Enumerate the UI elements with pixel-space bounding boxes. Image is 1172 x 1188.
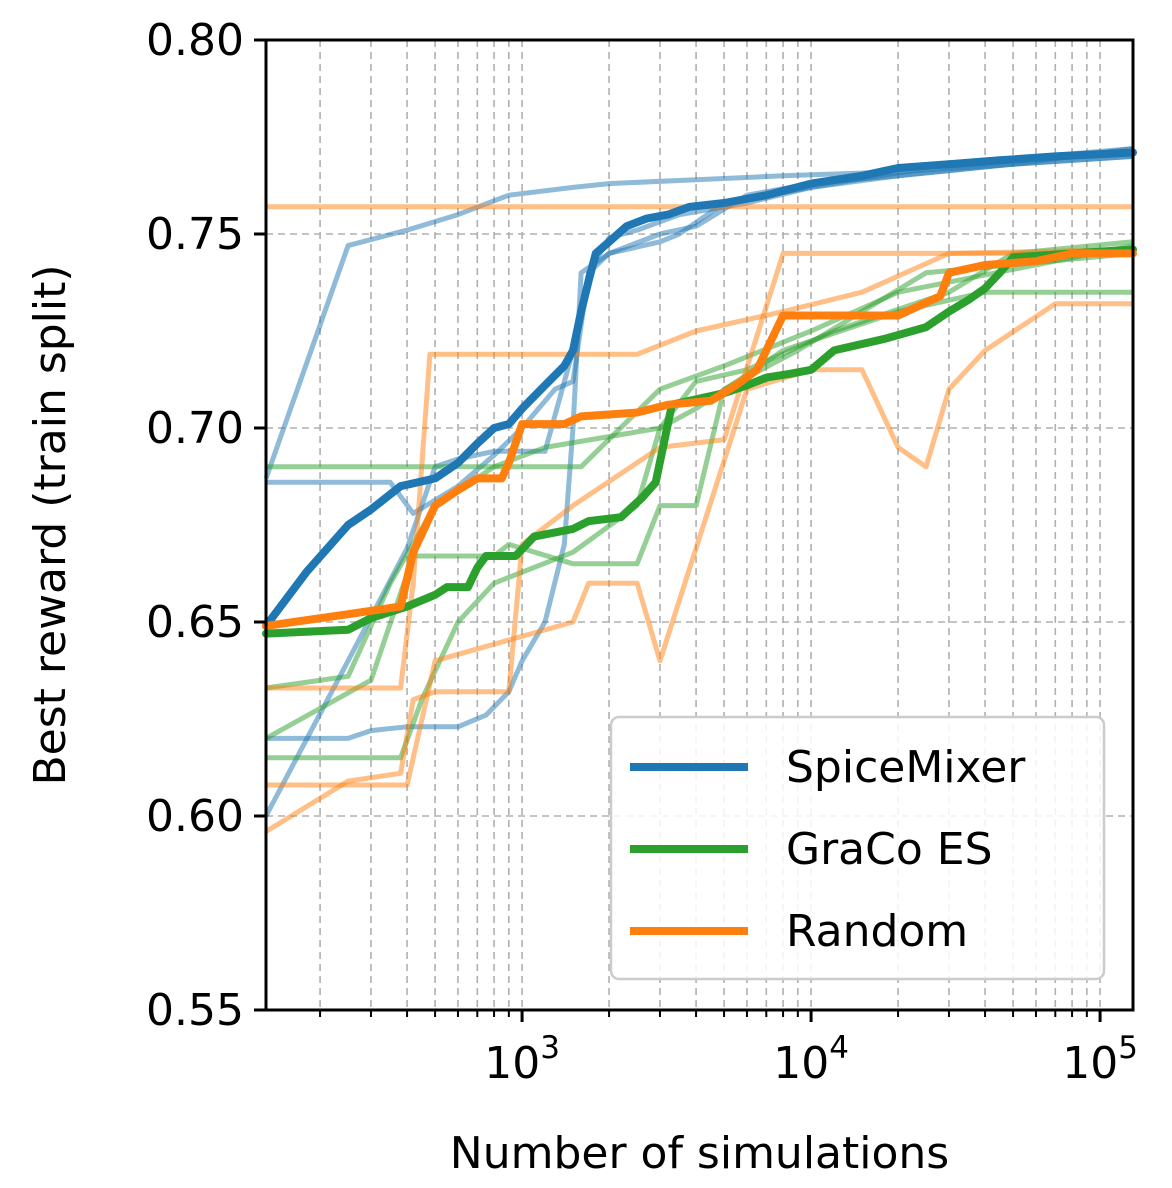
- spicemixer-mean-line: [262, 148, 1137, 630]
- y-axis-title: Best reward (train split): [25, 264, 76, 785]
- x-tick-labels: 103 104 105: [484, 1030, 1138, 1089]
- legend-box: [609, 715, 1106, 981]
- x-tick-label: 104: [773, 1030, 849, 1089]
- x-tick-label: 103: [484, 1030, 560, 1089]
- legend-label-graco-es: GraCo ES: [786, 824, 993, 875]
- y-tick-labels: 0.55 0.60 0.65 0.70 0.75 0.80: [146, 15, 244, 1036]
- random-run-line: [266, 247, 1134, 691]
- y-tick-label: 0.75: [146, 209, 244, 260]
- mean-lines: [262, 148, 1137, 638]
- y-tick-label: 0.70: [146, 403, 244, 454]
- legend: SpiceMixer GraCo ES Random: [609, 715, 1106, 981]
- y-tick-label: 0.55: [146, 985, 244, 1036]
- y-tick-label: 0.80: [146, 15, 244, 66]
- y-tick-label: 0.65: [146, 597, 244, 648]
- y-tick-label: 0.60: [146, 791, 244, 842]
- axis-ticks: [254, 38, 1102, 1022]
- random-mean-line: [262, 249, 1137, 630]
- x-tick-label: 105: [1062, 1030, 1138, 1089]
- legend-label-spicemixer: SpiceMixer: [786, 742, 1026, 793]
- plot-frame: [264, 38, 1135, 1012]
- legend-label-random: Random: [786, 906, 968, 957]
- graco-es-mean-line: [262, 245, 1137, 638]
- x-axis-title: Number of simulations: [450, 1128, 949, 1179]
